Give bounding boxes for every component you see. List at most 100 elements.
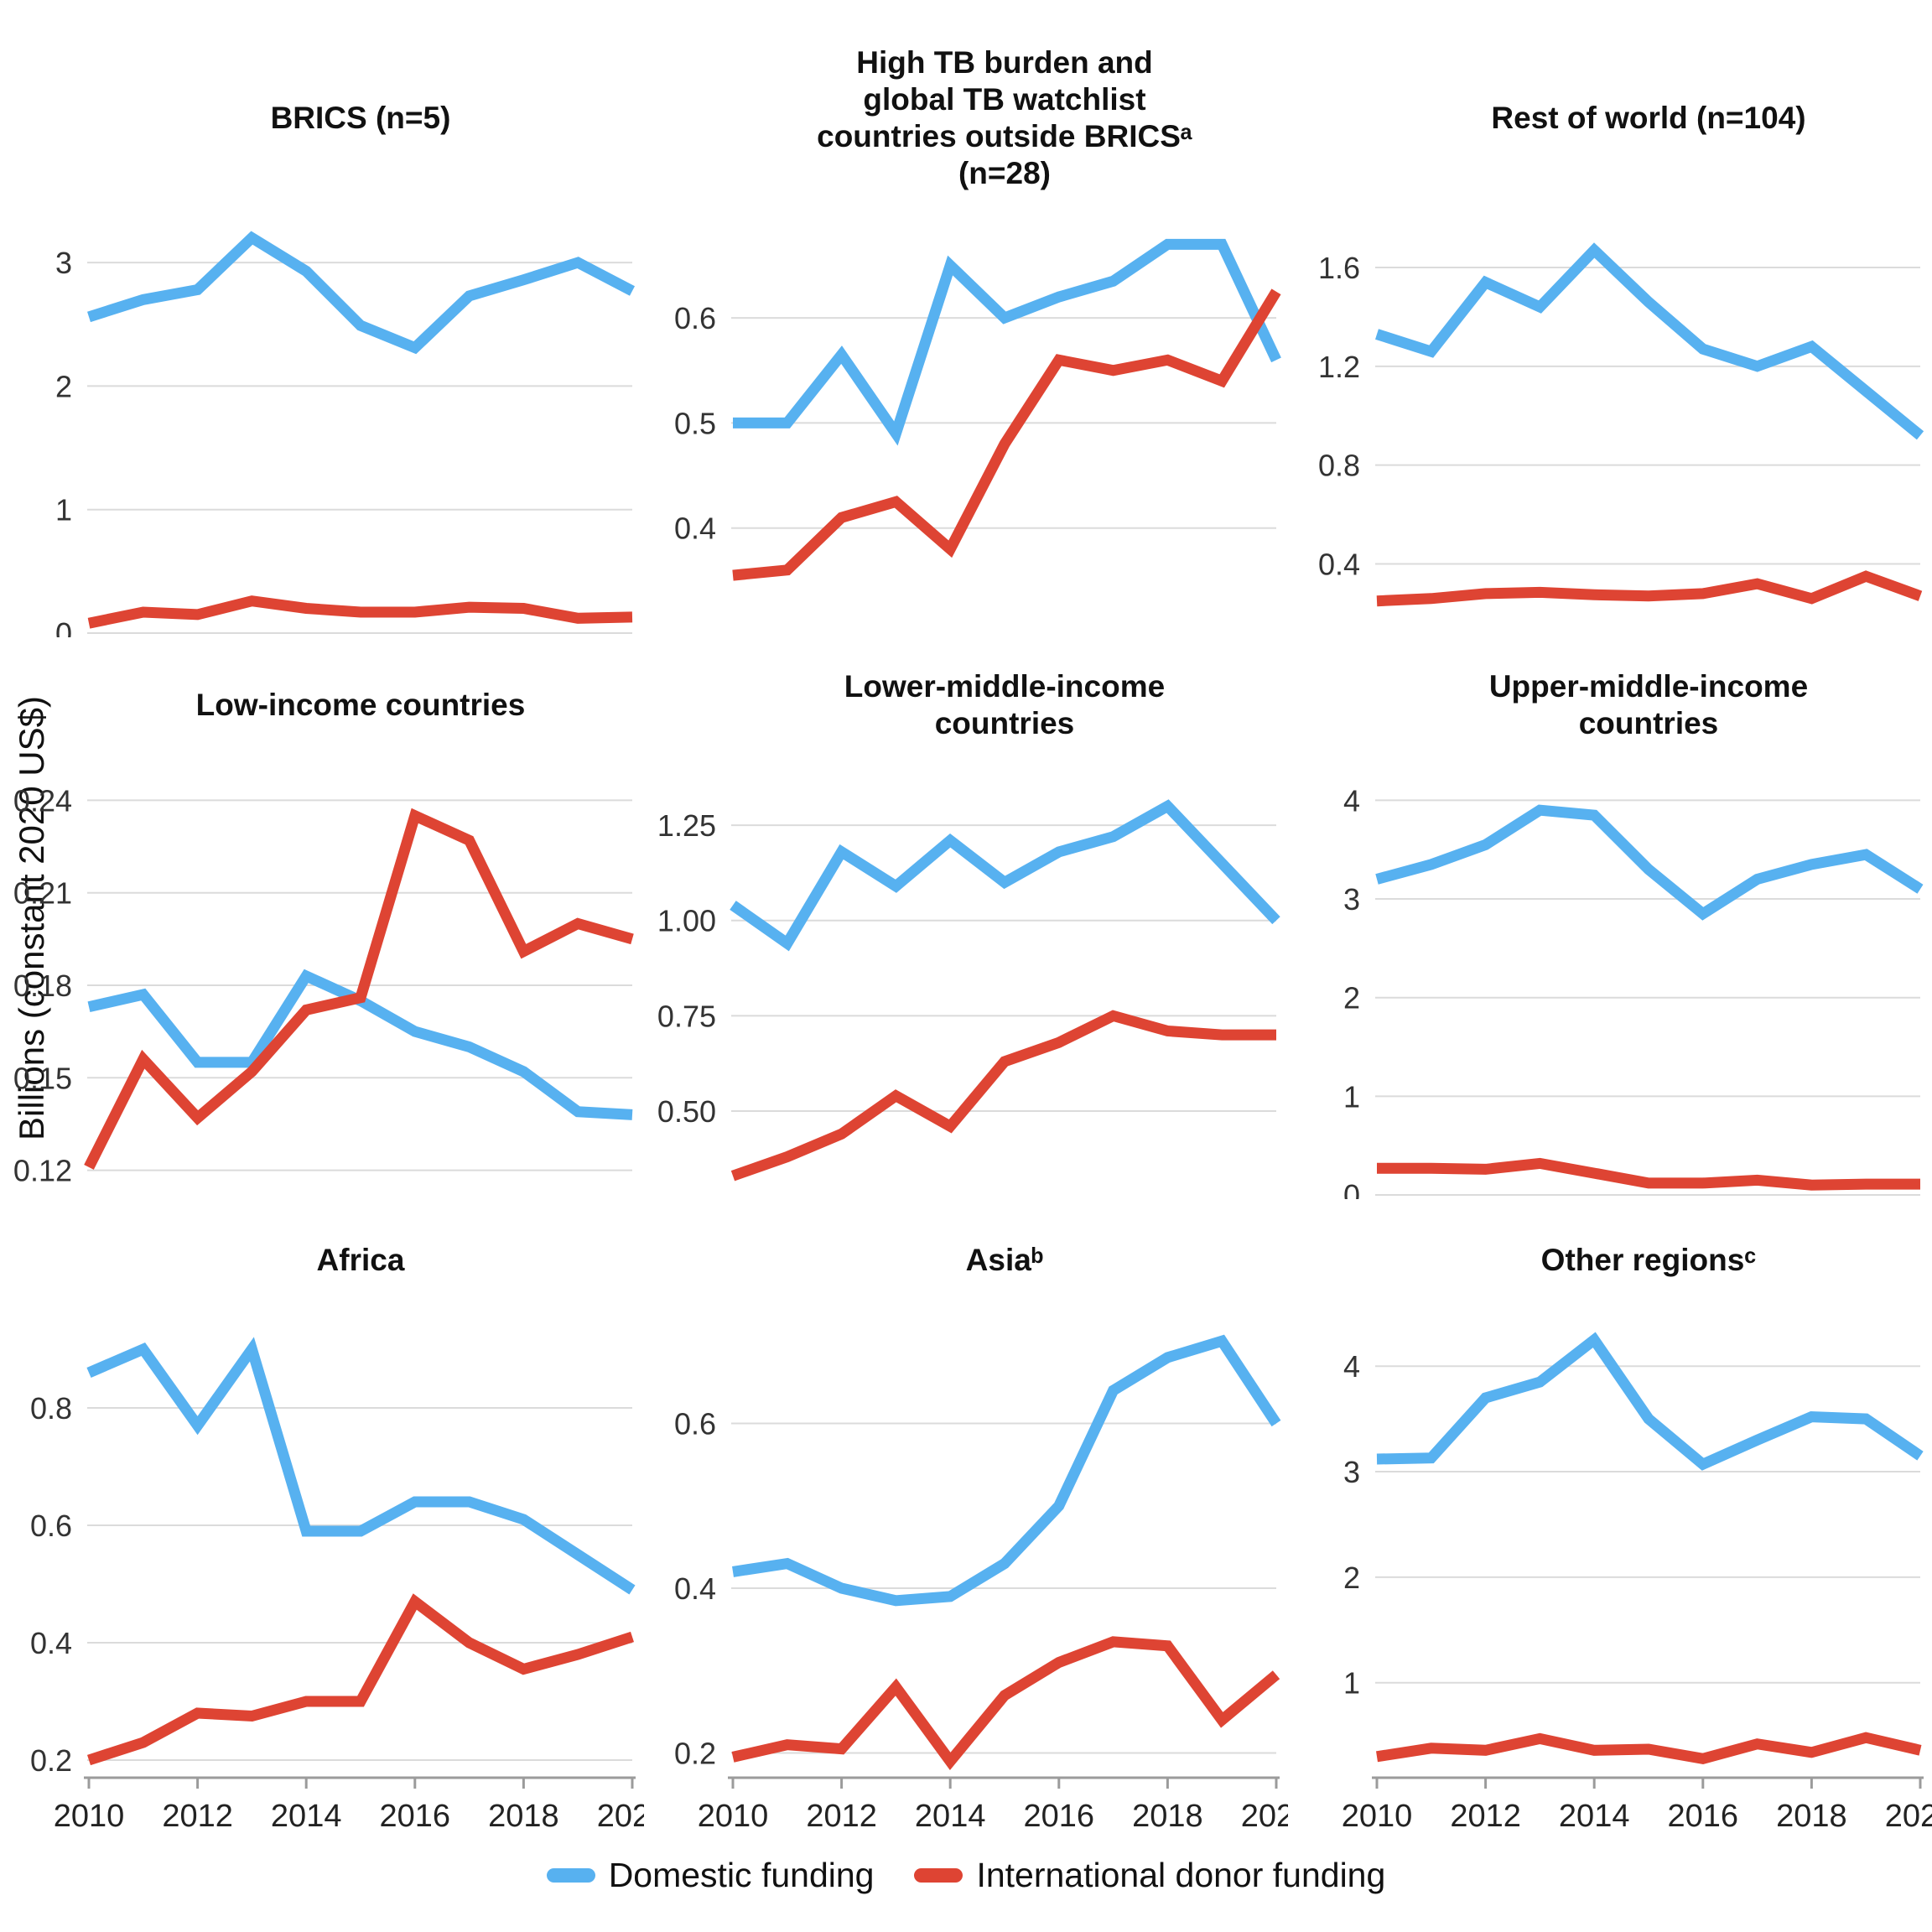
chart-title-line: global TB watchlist: [863, 82, 1145, 117]
international-donor-funding-line: [84, 808, 634, 1170]
y-tick-label: 0.75: [657, 999, 716, 1033]
y-tick-label: 4: [1343, 783, 1360, 818]
y-tick-label: 0.4: [674, 1571, 716, 1606]
y-tick-label: 0.6: [674, 1407, 716, 1441]
chart-panel-low-income-countries: 0.12 0.15 0.18 0.21 0.24 Low-income countries: [13, 688, 634, 1188]
legend-label-domestic-funding: Domestic funding: [608, 1855, 875, 1894]
y-tick-label: 0.12: [13, 1154, 72, 1188]
x-tick-label: 2012: [806, 1799, 877, 1834]
domestic-funding-line: [86, 1337, 636, 1595]
chart-title-line: countries: [1579, 706, 1719, 740]
international-donor-funding-line: [86, 1593, 635, 1766]
chart-title-line: Lower-middle-income: [844, 669, 1165, 704]
x-tick-label: 2016: [1668, 1799, 1739, 1834]
y-tick-label: 0.6: [30, 1509, 72, 1543]
x-tick-label: 2018: [1132, 1799, 1203, 1834]
y-tick-label: 0: [55, 616, 72, 637]
domestic-funding-line: [732, 1334, 1281, 1607]
y-tick-label: 0.2: [30, 1743, 72, 1778]
chart-panel-lower-middle-income: 0.50 0.75 1.00 1.25 Lower-middle-incomecount…: [657, 669, 1280, 1182]
y-tick-label: 0.24: [13, 783, 72, 818]
chart-title-line: countries: [935, 706, 1075, 740]
x-tick-label: 2018: [488, 1799, 559, 1834]
y-tick-label: 1: [1343, 1666, 1360, 1701]
x-tick-label: 2016: [380, 1799, 451, 1834]
y-tick-label: 0.6: [674, 301, 716, 335]
domestic-funding-line: [733, 238, 1281, 446]
legend-label-international-donor-funding: International donor funding: [976, 1855, 1386, 1894]
legend: Domestic funding International donor fun…: [0, 1841, 1932, 1909]
international-donor-funding-line: [1376, 1732, 1922, 1764]
chart-panel-rest-of-world-n-104: 0.4 0.8 1.2 1.6 Rest of world (n=104): [1318, 101, 1924, 607]
chart-title-line: Africa: [317, 1243, 405, 1277]
x-tick-label: 2018: [1776, 1799, 1847, 1834]
y-tick-label: 3: [1343, 1455, 1360, 1489]
y-tick-label: 3: [1343, 882, 1360, 917]
x-tick-label: 2014: [271, 1799, 342, 1834]
international-donor-funding-line: [87, 595, 633, 629]
x-tick-label: 2012: [162, 1799, 233, 1834]
charts-grid: 0 1 2 3 BRICS (n=5) 0.4 0.5 0.6 High TB burden a…: [0, 17, 1932, 1845]
x-tick-label: 2020: [1241, 1799, 1288, 1834]
x-tick-label: 2014: [915, 1799, 986, 1834]
y-tick-label: 2: [55, 369, 72, 403]
x-tick-label: 2020: [1885, 1799, 1932, 1834]
international-donor-funding-line: [732, 288, 1281, 581]
y-tick-label: 0.2: [674, 1737, 716, 1771]
domestic-funding-line: [87, 231, 636, 355]
chart-title-line: countries outside BRICSᵃ: [817, 119, 1192, 153]
x-tick-label: 2010: [54, 1799, 125, 1834]
chart-panel-brics-n-5: 0 1 2 3 BRICS (n=5): [55, 101, 636, 637]
chart-title-line: Upper-middle-income: [1489, 669, 1808, 704]
legend-item-international-donor-funding: International donor funding: [914, 1856, 1385, 1895]
y-tick-label: 3: [55, 246, 72, 280]
international-donor-funding-line: [1376, 570, 1923, 607]
x-tick-label: 2012: [1450, 1799, 1521, 1834]
international-donor-funding-line: [731, 1636, 1280, 1770]
y-tick-label: 1.25: [657, 808, 716, 843]
chart-title-line: Low-income countries: [196, 688, 526, 722]
y-tick-label: 0.4: [30, 1626, 72, 1660]
chart-panel-other-regions: 1 2 3 4 2010 2012 2014 2016 2018 2020 Other region…: [1342, 1243, 1932, 1834]
international-donor-funding-swatch: [914, 1867, 963, 1883]
y-tick-label: 1.6: [1318, 251, 1360, 285]
chart-title-line: Rest of world (n=104): [1491, 101, 1805, 135]
y-tick-label: 1: [55, 493, 72, 527]
x-tick-label: 2014: [1559, 1799, 1630, 1834]
international-donor-funding-line: [730, 1010, 1276, 1182]
y-tick-label: 0.4: [1318, 548, 1360, 582]
y-tick-label: 0.21: [13, 876, 72, 911]
y-tick-label: 2: [1343, 1561, 1360, 1595]
y-tick-label: 0.15: [13, 1061, 72, 1095]
y-tick-label: 0.4: [674, 512, 716, 546]
domestic-funding-line: [1375, 804, 1924, 921]
y-tick-label: 1.00: [657, 904, 716, 938]
domestic-funding-swatch: [546, 1867, 595, 1883]
chart-title-line: High TB burden and: [856, 45, 1153, 80]
y-tick-label: 0.18: [13, 969, 72, 1003]
y-tick-label: 0.5: [674, 406, 716, 440]
y-tick-label: 0.8: [1318, 449, 1360, 483]
chart-title-line: Other regionsᶜ: [1541, 1243, 1757, 1277]
x-tick-label: 2020: [597, 1799, 644, 1834]
legend-item-domestic-funding: Domestic funding: [546, 1855, 875, 1895]
y-tick-label: 0.50: [657, 1094, 716, 1129]
domestic-funding-line: [1375, 242, 1924, 440]
chart-panel-asia: 0.2 0.4 0.6 2010 2012 2014 2016 2018 2020 Asiaᵇ: [674, 1243, 1288, 1834]
x-tick-label: 2010: [1342, 1799, 1413, 1834]
y-tick-label: 4: [1343, 1349, 1360, 1384]
y-tick-label: 1.2: [1318, 350, 1360, 384]
y-tick-label: 0.8: [30, 1391, 72, 1426]
domestic-funding-line: [730, 799, 1280, 952]
x-tick-label: 2010: [698, 1799, 769, 1834]
domestic-funding-line: [1376, 1332, 1924, 1471]
international-donor-funding-line: [1377, 1157, 1920, 1191]
y-tick-label: 2: [1343, 981, 1360, 1015]
chart-title-line: (n=28): [958, 156, 1051, 190]
chart-panel-africa: 0.2 0.4 0.6 0.8 2010 2012 2014 2016 2018 2020 Afri…: [30, 1243, 644, 1834]
y-tick-label: 1: [1343, 1079, 1360, 1114]
x-tick-label: 2016: [1024, 1799, 1095, 1834]
chart-title-line: BRICS (n=5): [271, 101, 451, 135]
